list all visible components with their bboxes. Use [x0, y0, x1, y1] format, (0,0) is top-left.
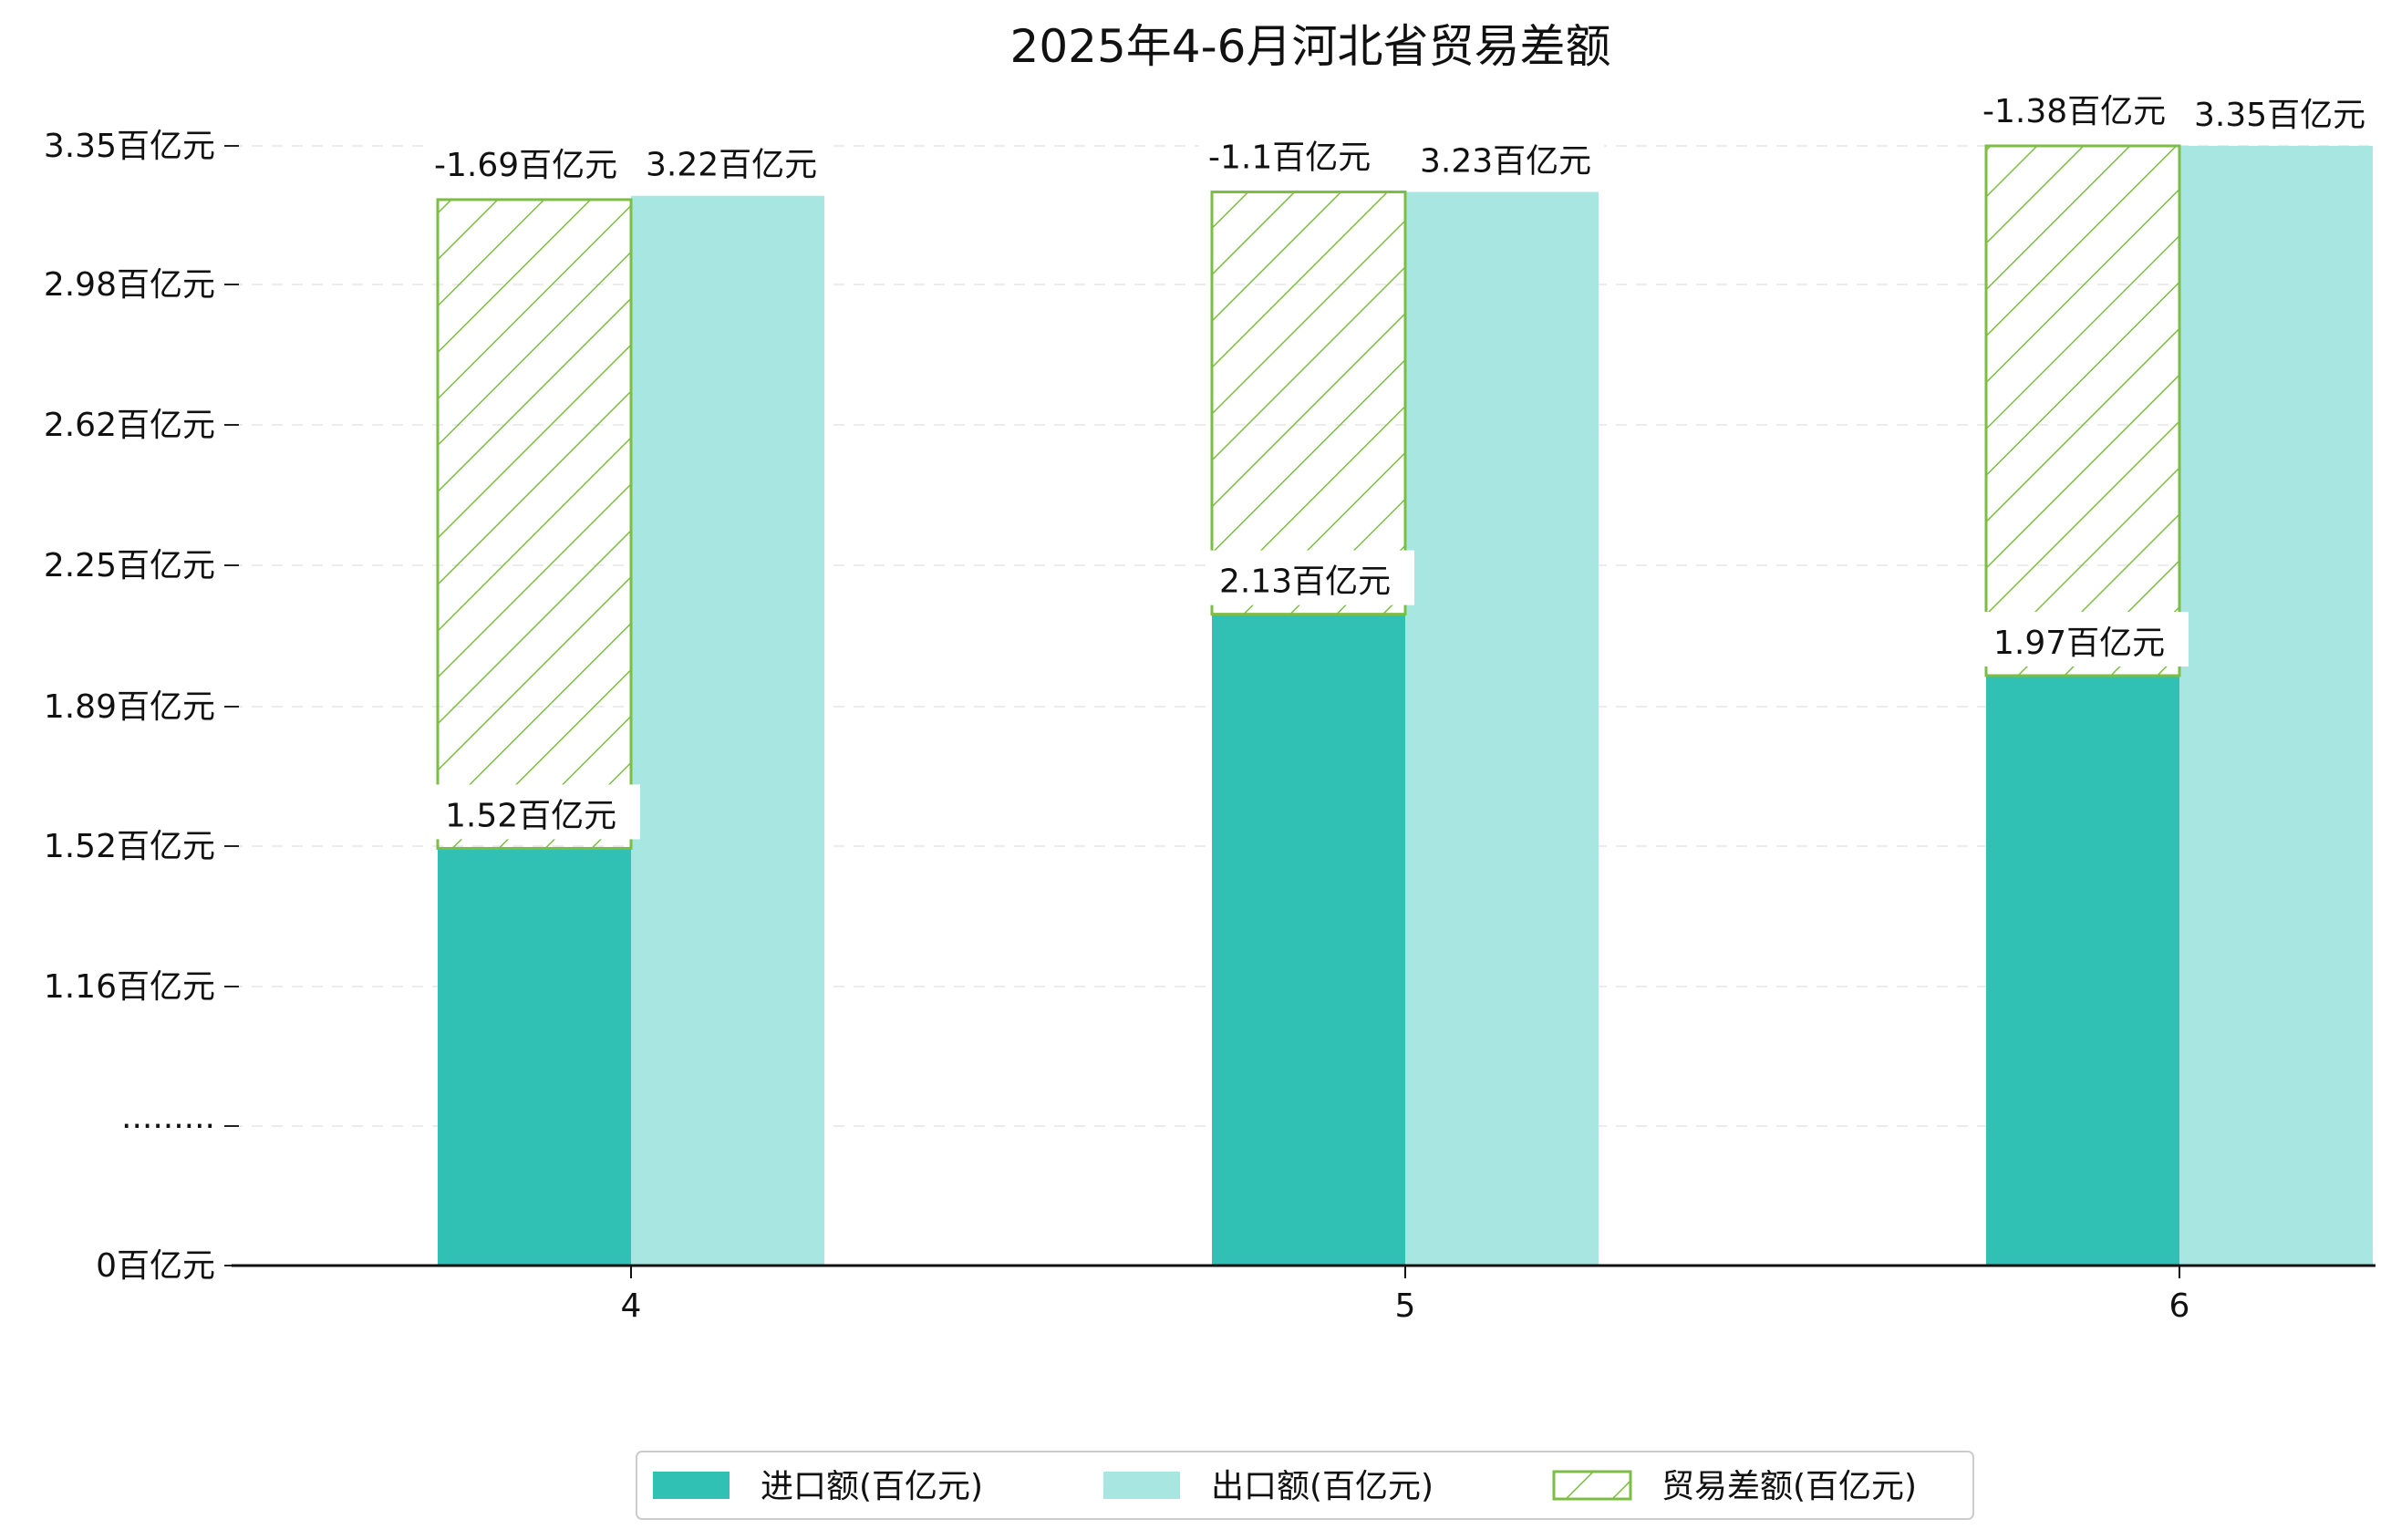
legend-swatch [653, 1472, 730, 1499]
bar-export [631, 195, 824, 1266]
data-labels: 1.52百亿元 3.22百亿元 -1.69百亿元 2.13百亿元 3.23百亿元 -1.1… [425, 80, 2378, 840]
y-tick-label: 1.89百亿元 [44, 688, 215, 726]
bar-trade-balance [1210, 191, 1407, 616]
bars [436, 144, 2373, 1266]
legend-label: 出口额(百亿元) [1211, 1468, 1434, 1505]
legend-swatch [1552, 1470, 1632, 1501]
bar-trade-balance [1984, 144, 2181, 677]
data-label: 3.35百亿元 [2194, 97, 2365, 134]
chart-title: 2025年4-6月河北省贸易差额 [1010, 20, 1611, 73]
bar-import [438, 848, 631, 1266]
data-label: -1.38百亿元 [1982, 93, 2166, 130]
bar-export [2179, 146, 2373, 1266]
y-tick-label: 2.25百亿元 [44, 547, 215, 584]
y-tick-label: 1.52百亿元 [44, 828, 215, 865]
data-label-background [1199, 126, 1418, 181]
y-tick-label: 1.16百亿元 [44, 968, 215, 1006]
data-label: 3.23百亿元 [1420, 143, 1591, 181]
data-label-background [1984, 611, 2189, 667]
bar-import [1212, 614, 1405, 1266]
data-label: 3.22百亿元 [646, 147, 817, 184]
legend-label: 贸易差额(百亿元) [1661, 1468, 1917, 1505]
data-label-background [436, 784, 640, 840]
legend-swatch [1103, 1472, 1180, 1499]
data-label-background [637, 133, 830, 189]
data-label: -1.1百亿元 [1208, 140, 1371, 177]
x-tick-label: 5 [1395, 1287, 1416, 1325]
x-tick-label: 4 [621, 1287, 642, 1325]
data-label: 1.97百亿元 [1993, 625, 2165, 662]
bar-export [1405, 191, 1599, 1266]
y-tick-label: ········· [121, 1108, 215, 1145]
data-label-background [1411, 129, 1604, 185]
data-label-background [425, 133, 644, 189]
legend-box [636, 1451, 1974, 1520]
data-label-background [1973, 80, 2192, 135]
y-tick-label: 2.98百亿元 [44, 266, 215, 304]
y-tick-label: 0百亿元 [96, 1247, 215, 1285]
data-label-background [1210, 550, 1414, 605]
legend: 进口额(百亿元) 出口额(百亿元) 贸易差额(百亿元) [636, 1451, 1974, 1520]
data-label-background [2185, 84, 2378, 139]
bar-trade-balance [436, 198, 633, 850]
y-tick-label: 2.62百亿元 [44, 407, 215, 444]
bar-import [1986, 675, 2179, 1266]
y-tick-label: 3.35百亿元 [44, 128, 215, 165]
data-label: -1.69百亿元 [434, 147, 617, 184]
data-label: 2.13百亿元 [1219, 563, 1391, 601]
data-label: 1.52百亿元 [445, 797, 616, 834]
x-tick-label: 6 [2169, 1287, 2190, 1325]
legend-label: 进口额(百亿元) [761, 1468, 983, 1505]
axes: 0百亿元 ········· 1.16百亿元 1.52百亿元 1.89百亿元 2.25百亿… [44, 128, 2375, 1325]
